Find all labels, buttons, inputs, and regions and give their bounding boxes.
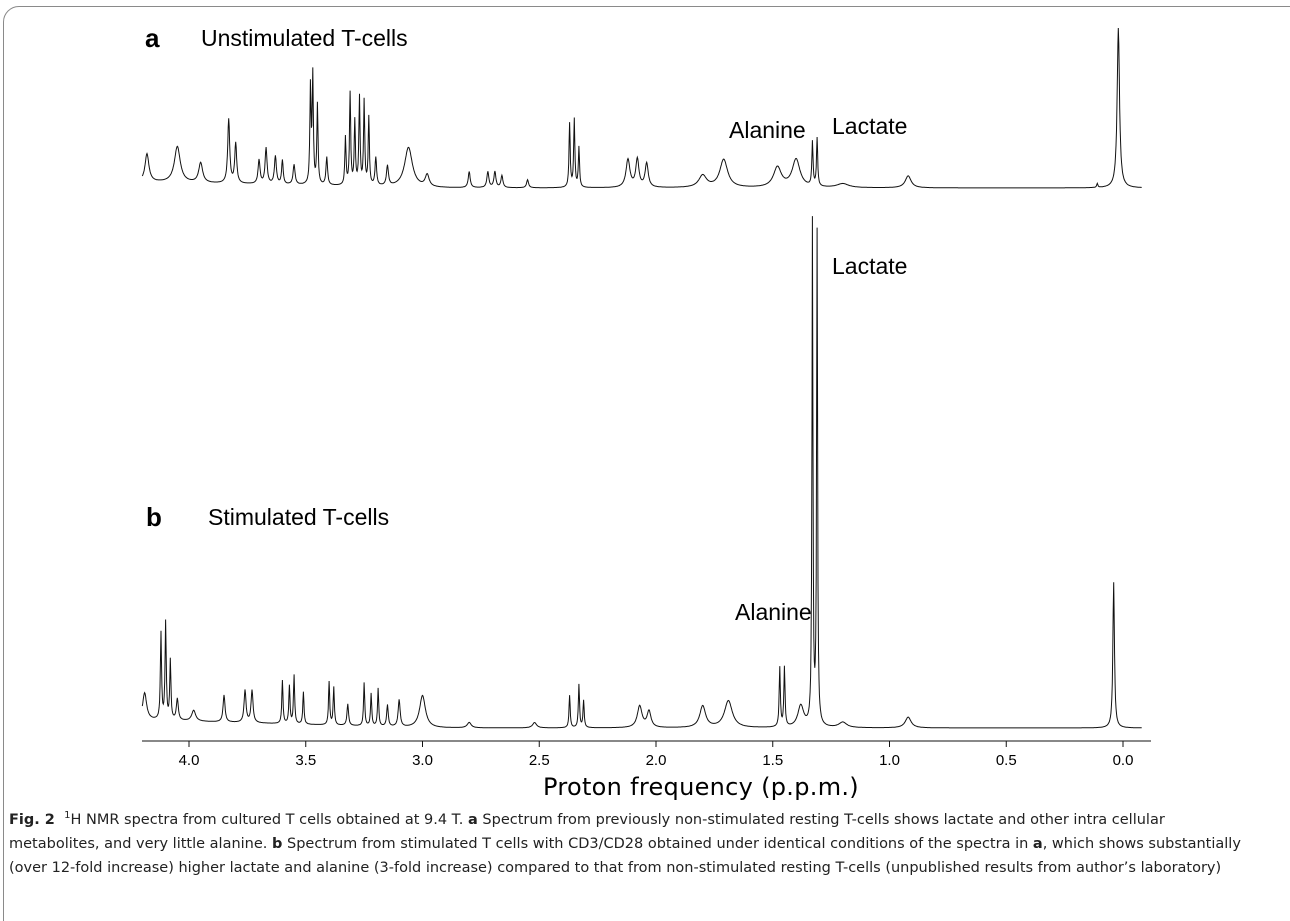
nmr-spectra-plot: a Unstimulated T-cells Alanine Lactate b…	[141, 23, 1151, 801]
x-tick-label: 3.0	[412, 752, 433, 769]
spectrum-a-line	[141, 27, 1142, 189]
caption-superscript: 1	[64, 810, 71, 822]
caption-a-ref: a	[1032, 836, 1043, 852]
panel-a-title: Unstimulated T-cells	[201, 25, 408, 51]
panel-a-alanine-label: Alanine	[729, 117, 806, 143]
panel-b-letter: b	[146, 502, 162, 532]
x-tick-label: 2.0	[646, 752, 667, 769]
caption-a-letter: a	[468, 812, 478, 828]
caption-intro: H NMR spectra from cultured T cells obta…	[70, 812, 469, 828]
x-tick-label: 4.0	[179, 752, 200, 769]
figure-caption: Fig. 2 1H NMR spectra from cultured T ce…	[9, 808, 1249, 880]
x-tick-label: 1.0	[879, 752, 900, 769]
panel-a-letter: a	[145, 23, 160, 53]
x-axis-ticks: 4.0 3.5 3.0 2.5 2.0 1.5 1.0 0.5 0.0	[179, 741, 1134, 769]
caption-fig-label: Fig. 2	[9, 812, 55, 828]
x-tick-label: 3.5	[295, 752, 316, 769]
figure-frame	[3, 6, 1290, 921]
panel-b-title: Stimulated T-cells	[208, 504, 389, 530]
caption-a-text: Spectrum from previously non-stimulated …	[9, 812, 1165, 852]
x-tick-label: 0.5	[996, 752, 1017, 769]
caption-b-text: Spectrum from stimulated T cells with CD…	[282, 836, 1033, 852]
x-axis-title: Proton frequency (p.p.m.)	[543, 773, 859, 801]
panel-b-lactate-label: Lactate	[832, 253, 907, 279]
x-tick-label: 2.5	[529, 752, 550, 769]
x-tick-label: 0.0	[1113, 752, 1134, 769]
caption-tail: , which shows substantially (over 12-fol…	[9, 836, 1241, 876]
spectrum-b-line	[141, 216, 1142, 729]
panel-a-lactate-label: Lactate	[832, 113, 907, 139]
caption-b-letter: b	[272, 836, 283, 852]
x-tick-label: 1.5	[762, 752, 783, 769]
panel-b-alanine-label: Alanine	[735, 599, 812, 625]
